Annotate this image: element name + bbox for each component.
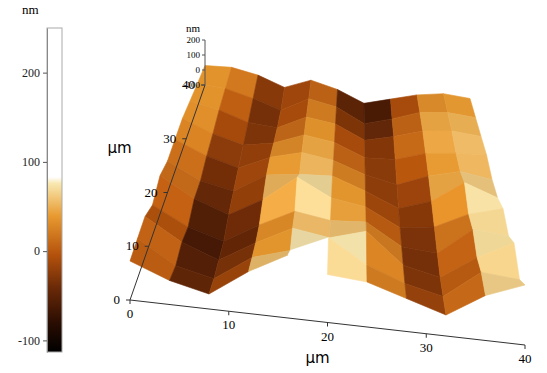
x-axis-line [130,300,525,345]
y-tick-label: 30 [163,131,176,146]
colorbar-tick-mark [43,73,47,74]
surface-cell [170,266,214,294]
surface-cell [417,94,448,113]
y-axis-title: µm [107,139,131,157]
y-tick-label: 10 [126,238,139,253]
surface-cell [300,153,334,176]
x-tick-label: 40 [519,351,532,366]
chart: 010203040µm010203040µm-1000100200nm-1000… [0,0,547,373]
y-tick [201,85,205,86]
x-axis-title: µm [305,349,329,367]
x-tick [327,323,328,327]
z-tick [202,85,205,86]
colorbar-tick: -100 [18,334,47,348]
y-tick [182,138,186,139]
surface-cell [267,153,302,175]
y-tick-label: 20 [145,185,158,200]
colorbar-title: nm [22,2,39,17]
z-tick [202,40,205,41]
x-tick [426,334,427,338]
surface [130,66,525,316]
colorbar-tick-label: 200 [22,66,40,80]
x-tick-label: 0 [127,306,134,321]
colorbar-tick-label: 0 [34,244,40,258]
z-axis-line [205,40,206,85]
surface-cell [423,131,456,153]
surface-cell [452,131,487,155]
surface-cell [243,122,277,145]
y-tick [126,300,130,301]
z-tick-label: -100 [184,80,201,90]
z-tick-label: 200 [187,35,201,45]
surface-cell [331,198,367,222]
colorbar-tick: 0 [34,244,47,258]
surface-cell [288,238,329,275]
y-axis-line [130,85,205,300]
surface-cell [481,272,525,295]
colorbar-axis-line [47,29,48,353]
x-tick [228,311,229,315]
y-tick [164,192,168,193]
z-axis-title: nm [186,22,201,34]
z-tick [202,55,205,56]
colorbar-tick: 200 [22,66,47,80]
colorbar [47,28,62,352]
colorbar-tick-label: 100 [22,155,40,169]
colorbar-tick-label: -100 [18,334,40,348]
y-tick-label: 0 [114,292,121,307]
x-tick-label: 20 [321,329,334,344]
surface-cell [367,265,407,299]
surface-cell [399,201,435,228]
colorbar-tick-mark [43,162,47,163]
surface-cell [209,257,252,294]
x-tick-label: 10 [222,317,235,332]
colorbar-axis: -100 0 100 200 [18,29,48,353]
z-tick-label: 0 [196,65,201,75]
colorbar-tick-mark [43,251,47,252]
colorbar-tick: 100 [22,155,47,169]
x-tick [130,300,131,304]
surface-cell [420,112,452,131]
surface-cell [405,284,446,315]
axes: 010203040µm010203040µm-1000100200nm [107,22,531,367]
surface-cell [443,272,485,315]
colorbar-tick-mark [43,340,47,341]
x-tick-label: 30 [420,340,433,355]
y-tick [145,246,149,247]
z-tick-label: 100 [187,50,201,60]
surface-cell [328,238,368,282]
surface-cell [249,250,291,271]
z-tick [202,70,205,71]
x-tick [525,345,526,349]
surface-cell [365,137,396,160]
